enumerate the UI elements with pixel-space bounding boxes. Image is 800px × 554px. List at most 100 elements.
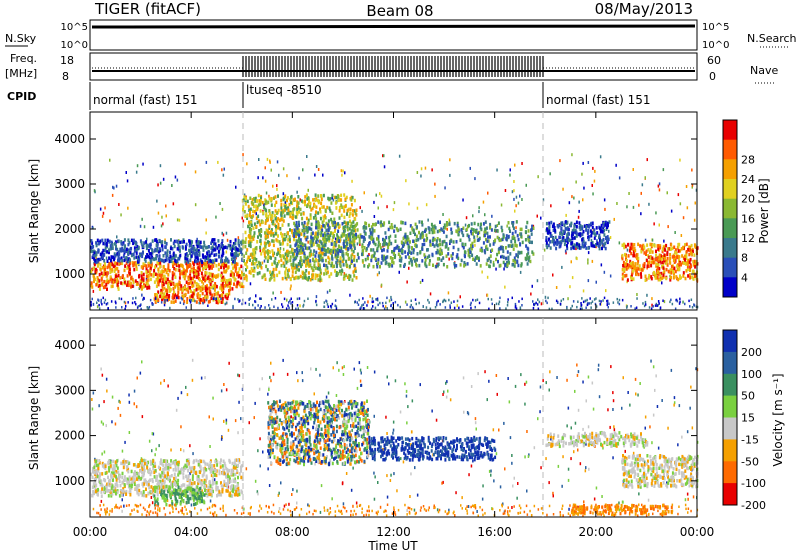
ground-cell xyxy=(335,305,338,308)
region-cell xyxy=(551,224,554,228)
region-cell xyxy=(285,261,288,265)
region-cell xyxy=(689,268,691,272)
scatter-point xyxy=(561,265,563,269)
region-cell xyxy=(213,241,215,246)
region-cell xyxy=(689,257,692,262)
ground-cell xyxy=(576,305,578,309)
region-cell xyxy=(381,223,384,227)
region-cell xyxy=(280,202,283,207)
region-cell xyxy=(623,267,626,272)
y-tick-label: 2000 xyxy=(54,222,85,236)
region-cell xyxy=(310,243,313,248)
region-cell xyxy=(292,254,295,259)
ground-cell xyxy=(106,302,109,305)
region-cell xyxy=(397,246,400,250)
region-cell xyxy=(198,264,201,268)
region-cell xyxy=(687,248,690,252)
region-cell xyxy=(624,262,627,266)
scatter-point xyxy=(282,358,284,362)
colorbar-frame xyxy=(722,119,738,298)
region-cell xyxy=(664,257,666,261)
region-cell xyxy=(413,259,416,263)
region-cell xyxy=(581,226,584,231)
scatter-point xyxy=(280,290,282,294)
region-cell xyxy=(573,236,576,240)
region-cell xyxy=(316,274,319,278)
region-cell xyxy=(113,263,116,268)
nave-tick-top: 60 xyxy=(707,54,721,67)
region-cell xyxy=(408,255,411,260)
scatter-point xyxy=(658,182,661,186)
region-cell xyxy=(297,195,300,199)
region-cell xyxy=(90,249,93,253)
region-cell xyxy=(605,221,608,225)
region-cell xyxy=(692,259,695,264)
region-cell xyxy=(377,234,380,239)
scatter-point xyxy=(270,168,272,172)
scatter-point xyxy=(352,504,354,508)
ground-cell xyxy=(329,304,332,308)
ground-cell xyxy=(461,305,464,308)
ground-cell xyxy=(670,298,672,302)
scatter-point xyxy=(449,173,451,177)
scatter-point xyxy=(545,381,547,385)
region-cell xyxy=(353,255,356,259)
cpid-segment-2: ltuseq -8510 xyxy=(246,83,322,97)
ground-cell xyxy=(121,306,123,309)
ground-cell xyxy=(303,299,306,303)
region-cell xyxy=(171,247,174,251)
region-cell xyxy=(333,217,336,221)
scatter-point xyxy=(151,449,153,453)
region-cell xyxy=(526,253,529,257)
scatter-point xyxy=(674,231,676,234)
region-cell xyxy=(486,239,489,243)
ground-cell xyxy=(652,305,654,308)
region-cell xyxy=(492,263,495,267)
region-cell xyxy=(376,262,378,267)
scatter-point xyxy=(141,293,143,297)
region-cell xyxy=(204,273,207,277)
region-cell xyxy=(246,257,249,262)
region-cell xyxy=(142,278,145,282)
region-cell xyxy=(514,243,517,248)
scatter-point xyxy=(678,404,681,408)
scatter-point xyxy=(342,502,345,506)
region-cell xyxy=(376,247,379,251)
region-cell xyxy=(245,278,248,282)
region-cell xyxy=(475,230,477,234)
region-cell xyxy=(468,238,471,242)
scatter-point xyxy=(506,224,508,228)
scatter-point xyxy=(162,177,165,181)
region-cell xyxy=(483,249,486,253)
region-cell xyxy=(342,225,345,230)
region-cell xyxy=(501,246,504,250)
region-cell xyxy=(403,262,406,267)
region-cell xyxy=(626,278,629,282)
region-cell xyxy=(623,245,626,250)
ground-cell xyxy=(537,307,540,310)
scatter-point xyxy=(257,176,259,180)
region-cell xyxy=(255,208,258,212)
region-cell xyxy=(404,221,407,226)
region-cell xyxy=(451,252,454,256)
region-cell xyxy=(145,274,148,279)
region-cell xyxy=(377,240,380,245)
region-cell xyxy=(127,283,130,288)
region-cell xyxy=(112,280,115,284)
region-cell xyxy=(303,275,306,280)
region-cell xyxy=(165,296,168,300)
region-cell xyxy=(356,252,359,256)
ground-cell xyxy=(297,307,299,310)
ground-cell xyxy=(657,304,659,307)
radar-title: TIGER (fitACF) xyxy=(94,0,201,18)
region-cell xyxy=(300,199,303,203)
scatter-point xyxy=(261,261,264,265)
region-cell xyxy=(305,228,308,232)
scatter-point xyxy=(648,202,650,206)
region-cell xyxy=(673,245,676,249)
region-cell xyxy=(666,256,669,261)
region-cell xyxy=(213,292,216,297)
region-cell xyxy=(191,298,194,302)
region-cell xyxy=(275,200,278,205)
scatter-point xyxy=(127,206,129,210)
